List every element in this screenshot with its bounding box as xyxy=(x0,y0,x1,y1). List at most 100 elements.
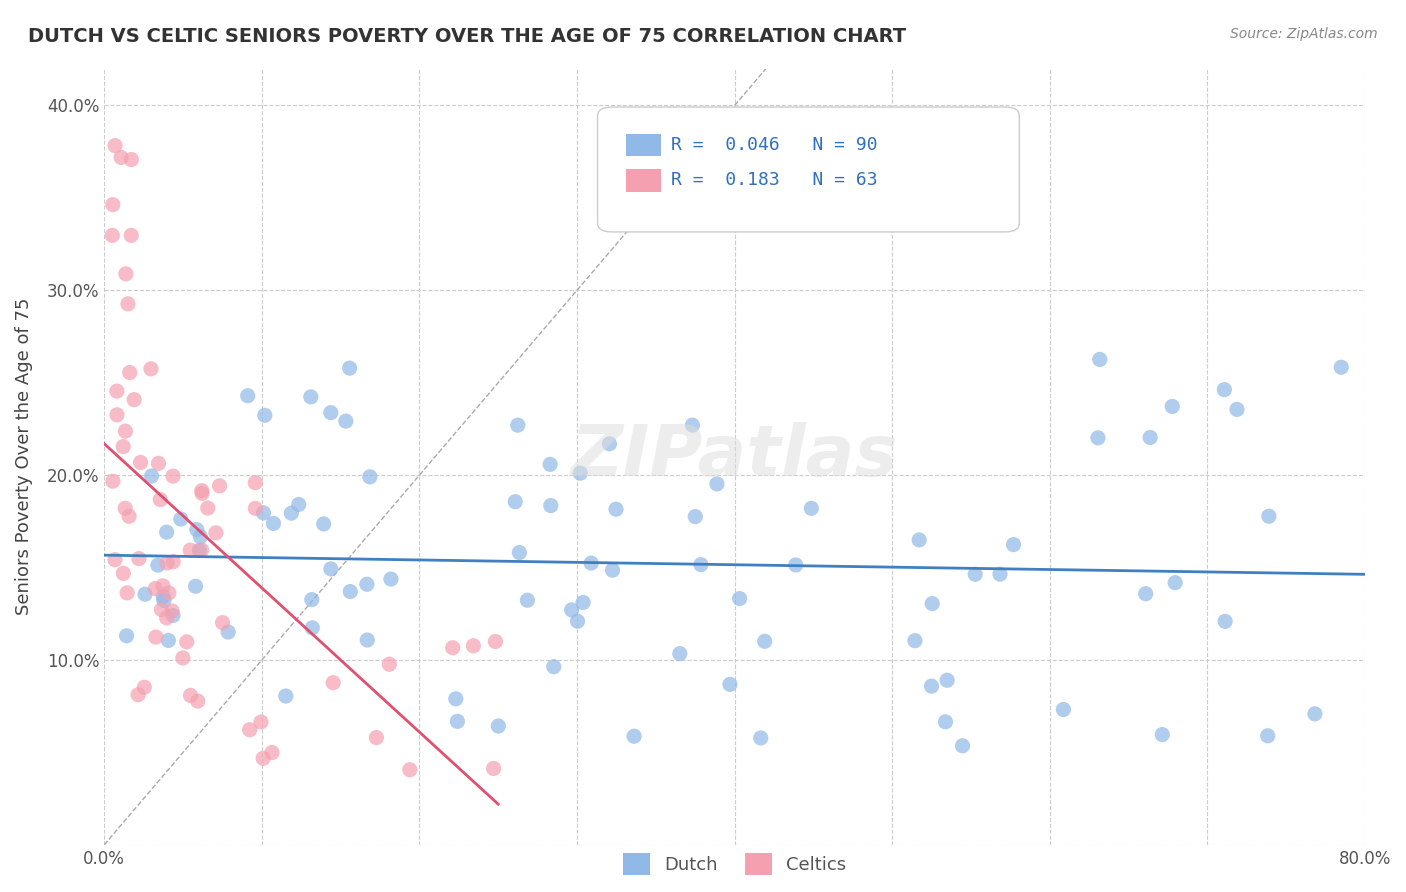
Point xyxy=(101,197,124,211)
Point xyxy=(145,630,167,644)
Point xyxy=(921,597,943,611)
Point xyxy=(669,647,692,661)
Point xyxy=(904,633,927,648)
Point xyxy=(110,151,132,165)
Point xyxy=(263,516,285,531)
Point xyxy=(160,604,183,618)
Point xyxy=(115,629,138,643)
Point xyxy=(153,593,176,607)
Point xyxy=(1139,430,1161,444)
Point xyxy=(190,543,212,558)
Point xyxy=(1303,706,1326,721)
Text: R =  0.183   N = 63: R = 0.183 N = 63 xyxy=(671,171,877,189)
Point xyxy=(1330,360,1353,375)
Point xyxy=(104,552,127,566)
Point xyxy=(301,592,323,607)
Point xyxy=(274,689,297,703)
Point xyxy=(105,384,128,398)
Point xyxy=(598,437,620,451)
Point xyxy=(118,509,141,524)
Point xyxy=(186,523,208,537)
Point xyxy=(579,556,602,570)
Point xyxy=(115,267,138,281)
Point xyxy=(1257,729,1279,743)
Text: ZIPatlas: ZIPatlas xyxy=(571,422,898,491)
Point xyxy=(1226,402,1249,417)
Point xyxy=(118,366,141,380)
Point xyxy=(749,731,772,745)
Point xyxy=(540,499,562,513)
Text: R =  0.046   N = 90: R = 0.046 N = 90 xyxy=(671,136,877,153)
Point xyxy=(706,477,728,491)
Point xyxy=(146,558,169,573)
Point xyxy=(141,469,163,483)
Point xyxy=(319,406,342,420)
Point xyxy=(572,595,595,609)
Point xyxy=(441,640,464,655)
Point xyxy=(127,688,149,702)
Point xyxy=(908,533,931,547)
Point xyxy=(252,506,274,520)
Point xyxy=(120,228,142,243)
Point xyxy=(114,501,136,516)
Point xyxy=(143,582,166,596)
Point xyxy=(378,657,401,672)
Point xyxy=(129,455,152,469)
Point xyxy=(1087,431,1109,445)
Point xyxy=(335,414,357,428)
Point xyxy=(463,639,485,653)
Point xyxy=(1002,538,1025,552)
Point xyxy=(187,694,209,708)
Point xyxy=(602,563,624,577)
Point xyxy=(356,633,378,648)
Point xyxy=(157,586,180,600)
Point xyxy=(322,675,344,690)
Point xyxy=(112,440,135,454)
Point xyxy=(508,545,530,559)
Point xyxy=(623,729,645,743)
Point xyxy=(1161,400,1184,414)
Point xyxy=(162,469,184,483)
Y-axis label: Seniors Poverty Over the Age of 75: Seniors Poverty Over the Age of 75 xyxy=(15,298,32,615)
Text: DUTCH VS CELTIC SENIORS POVERTY OVER THE AGE OF 75 CORRELATION CHART: DUTCH VS CELTIC SENIORS POVERTY OVER THE… xyxy=(28,27,907,45)
Point xyxy=(366,731,388,745)
Point xyxy=(380,572,402,586)
Point xyxy=(236,389,259,403)
Point xyxy=(156,525,179,540)
Point xyxy=(179,543,201,558)
Point xyxy=(1257,509,1279,524)
Point xyxy=(217,625,239,640)
Point xyxy=(934,714,956,729)
Point xyxy=(190,530,212,544)
Point xyxy=(211,615,233,630)
Point xyxy=(112,566,135,581)
Point xyxy=(1152,728,1174,742)
Point xyxy=(150,602,173,616)
Point xyxy=(988,567,1011,582)
Point xyxy=(152,579,174,593)
Point xyxy=(444,691,467,706)
Point xyxy=(122,392,145,407)
Point xyxy=(569,466,592,480)
Point xyxy=(605,502,627,516)
Point xyxy=(800,501,823,516)
Point xyxy=(101,474,124,488)
Point xyxy=(156,611,179,625)
Point xyxy=(172,651,194,665)
Point xyxy=(952,739,974,753)
Point xyxy=(120,153,142,167)
Point xyxy=(114,424,136,438)
Point xyxy=(728,591,751,606)
Point xyxy=(149,492,172,507)
Point xyxy=(176,635,198,649)
Point xyxy=(920,679,942,693)
Point xyxy=(239,723,262,737)
Point xyxy=(567,614,589,628)
Point xyxy=(170,512,193,526)
Point xyxy=(506,418,529,433)
Point xyxy=(197,501,219,516)
Point xyxy=(117,297,139,311)
Point xyxy=(180,689,202,703)
Point xyxy=(312,516,335,531)
Point xyxy=(184,579,207,593)
